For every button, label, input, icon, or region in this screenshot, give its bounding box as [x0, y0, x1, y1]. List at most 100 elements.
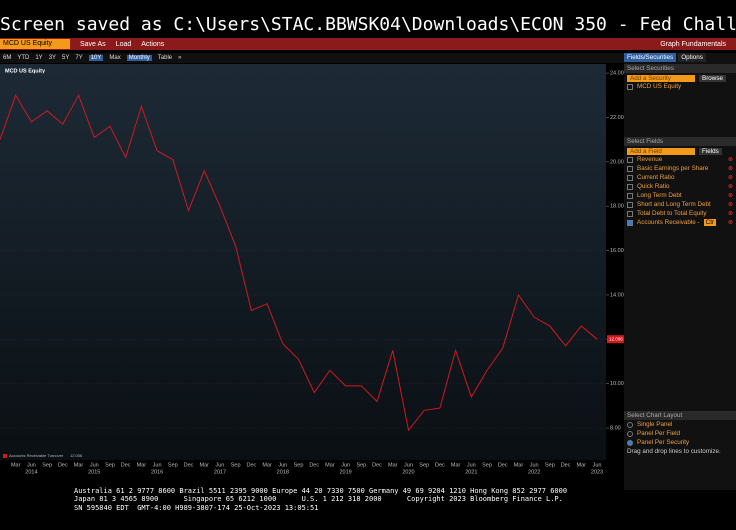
x-tick-label: Sep — [294, 462, 304, 468]
checkbox[interactable] — [627, 201, 633, 208]
field-row[interactable]: Accounts Receivable - Ctr ⊗ — [624, 218, 736, 227]
menu-right[interactable]: Graph Fundamentals — [660, 40, 726, 48]
x-tick-label: Sep — [231, 462, 241, 468]
radio[interactable] — [627, 421, 633, 428]
remove-icon[interactable]: ⊗ — [727, 184, 733, 190]
input[interactable]: Add a Field — [627, 148, 695, 155]
range-button[interactable]: 10Y — [88, 55, 104, 61]
security: MCD US Equity — [637, 83, 682, 90]
x-tick-label: Dec — [498, 462, 508, 468]
toolbar-button[interactable]: » — [178, 55, 182, 61]
field: Basic Earnings per Share — [637, 165, 709, 172]
heading: Select Securities — [624, 64, 736, 73]
field-row[interactable]: Revenue ⊗ — [624, 155, 736, 164]
field-row[interactable]: Quick Ratio ⊗ — [624, 182, 736, 191]
x-tick-label: Mar — [262, 462, 272, 468]
checkbox[interactable] — [627, 183, 633, 190]
x-tick-label: Jun — [216, 462, 225, 468]
checkbox[interactable] — [627, 192, 633, 199]
checkbox[interactable] — [627, 210, 633, 217]
x-tick-label: Sep — [482, 462, 492, 468]
footer-line: Australia 61 2 9777 8600 Brazil 5511 239… — [74, 487, 568, 495]
menu-item[interactable]: Actions — [141, 40, 165, 48]
x-tick-label: Mar — [74, 462, 84, 468]
security-box[interactable]: MCD US Equity — [0, 39, 70, 49]
menu-item[interactable]: Load — [115, 40, 132, 48]
radio[interactable] — [627, 439, 633, 446]
plot-background — [0, 64, 606, 460]
field-row[interactable]: Long Term Debt ⊗ — [624, 191, 736, 200]
y-tick-label: 10.00 — [610, 381, 624, 387]
remove-icon[interactable]: ⊗ — [727, 157, 733, 163]
menu-bar: MCD US Equity Save As Load Actions Graph… — [0, 38, 736, 50]
y-tick-label: 20.00 — [610, 159, 624, 165]
security-row[interactable]: MCD US Equity — [624, 82, 736, 91]
remove-icon[interactable]: ⊗ — [727, 211, 733, 217]
period-select[interactable]: Monthly — [126, 55, 152, 61]
button[interactable]: Fields — [699, 148, 722, 155]
field-row[interactable]: Short and Long Term Debt ⊗ — [624, 200, 736, 209]
field-row[interactable]: Basic Earnings per Share ⊗ — [624, 164, 736, 173]
heading: Select Fields — [624, 137, 736, 146]
x-year-label: 2021 — [465, 469, 477, 475]
x-tick-label: Mar — [325, 462, 335, 468]
range-button[interactable]: 5Y — [62, 55, 70, 61]
menu-item[interactable]: Save As — [80, 40, 106, 48]
field-row[interactable]: Current Ratio ⊗ — [624, 173, 736, 182]
y-tick-label: 24.00 — [610, 71, 624, 77]
toolbar-button[interactable]: Table — [157, 55, 173, 61]
range-button[interactable]: 3Y — [48, 55, 57, 61]
x-year-label: 2022 — [528, 469, 540, 475]
x-tick-label: Jun — [530, 462, 539, 468]
x-tick-label: Sep — [42, 462, 52, 468]
button[interactable]: Browse — [699, 75, 726, 82]
x-tick-label: Jun — [27, 462, 36, 468]
footer-line: SN 595840 EDT GMT-4:00 H989-3807-174 25-… — [74, 503, 319, 512]
checkbox[interactable] — [627, 174, 633, 181]
field-row[interactable]: Total Debt to Total Equity ⊗ — [624, 209, 736, 218]
remove-icon[interactable]: ⊗ — [727, 193, 733, 199]
remove-icon[interactable]: ⊗ — [727, 220, 733, 226]
checkbox[interactable] — [627, 156, 633, 163]
series-line — [0, 94, 598, 432]
x-tick-label: Dec — [58, 462, 68, 468]
layout: Panel Per Security — [637, 439, 690, 446]
range-button[interactable]: 7Y — [75, 55, 83, 61]
field: Current Ratio — [637, 174, 675, 181]
checkbox[interactable] — [627, 83, 633, 90]
range-button[interactable]: Max — [109, 55, 121, 61]
tab[interactable]: Fields/Securities — [624, 53, 677, 62]
x-tick-label: Mar — [11, 462, 21, 468]
radio[interactable] — [627, 430, 633, 437]
legend-swatch — [3, 454, 7, 458]
layout-row[interactable]: Panel Per Field — [624, 429, 736, 438]
x-tick-label: Dec — [435, 462, 445, 468]
remove-icon[interactable]: ⊗ — [727, 166, 733, 172]
range-button[interactable]: 1Y — [35, 55, 43, 61]
y-tick-label: 8.00 — [610, 426, 621, 432]
checkbox[interactable] — [627, 219, 633, 226]
y-tick-label: 14.00 — [610, 292, 624, 298]
x-year-label: 2016 — [151, 469, 163, 475]
tab[interactable]: Options — [678, 53, 706, 62]
x-year-label: 2019 — [340, 469, 352, 475]
x-tick-label: Dec — [184, 462, 194, 468]
remove-icon[interactable]: ⊗ — [727, 202, 733, 208]
remove-icon[interactable]: ⊗ — [727, 175, 733, 181]
y-tick-label: 16.00 — [610, 248, 624, 254]
field-option[interactable]: Ctr — [703, 219, 717, 226]
x-tick-label: Dec — [121, 462, 131, 468]
x-tick-label: Mar — [199, 462, 209, 468]
x-tick-label: Mar — [388, 462, 398, 468]
heading: Select Chart Layout — [624, 411, 736, 420]
layout-row[interactable]: Single Panel — [624, 420, 736, 429]
checkbox[interactable] — [627, 165, 633, 172]
last-value-box — [607, 335, 624, 344]
range-button[interactable]: YTD — [17, 55, 30, 61]
range-button[interactable]: 6M — [3, 55, 12, 61]
input[interactable]: Add a Security — [627, 75, 695, 82]
layout-row[interactable]: Panel Per Security — [624, 438, 736, 447]
field: Quick Ratio — [637, 183, 670, 190]
title-bar: Screen saved as C:\Users\STAC.BBWSK04\Do… — [0, 14, 736, 35]
side-panel: Fields/Securities Options Select Securiti… — [624, 53, 736, 490]
